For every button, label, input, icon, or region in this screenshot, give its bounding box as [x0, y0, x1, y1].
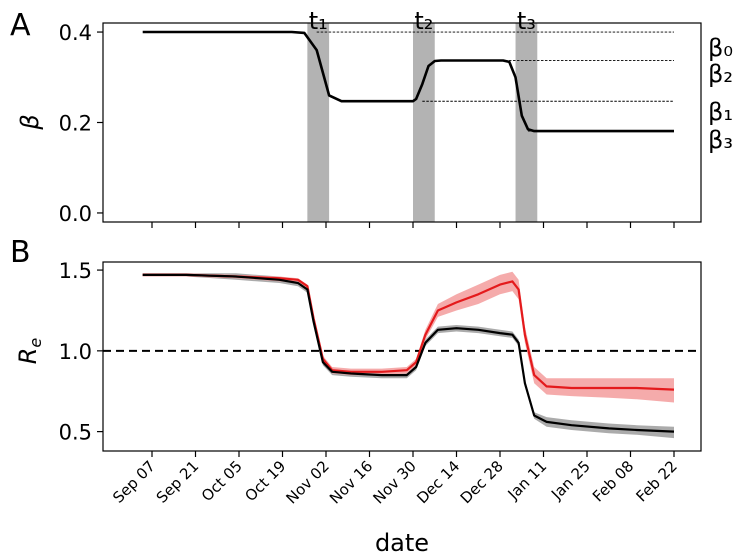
panel-a-y-ticks: 0.0 0.2 0.4	[59, 21, 103, 226]
x-tick-label: Nov 30	[370, 457, 420, 507]
beta-series	[142, 30, 674, 133]
panel-b-letter: B	[10, 235, 31, 270]
x-tick-label: Oct 19	[241, 457, 289, 505]
y-tick-label: 0.0	[59, 202, 92, 226]
uncertainty-bands	[142, 271, 674, 439]
reference-line-label: β₂	[708, 60, 733, 88]
y-tick-label: 1.5	[59, 259, 92, 283]
reference-lines	[316, 31, 674, 132]
panel-a-letter: A	[10, 8, 31, 43]
x-tick-label: Feb 22	[632, 457, 680, 505]
panel-a-y-label: β	[16, 114, 44, 130]
reference-line-label: β₃	[708, 126, 733, 154]
y-tick-label: 0.5	[59, 421, 92, 445]
x-tick-label: Sep 21	[153, 457, 203, 507]
change-point-band-3	[515, 23, 538, 222]
x-tick-label: Dec 28	[457, 457, 507, 507]
change-point-label: t₁	[309, 7, 328, 35]
re-line	[142, 273, 675, 391]
panel-a-x-ticks	[151, 222, 675, 228]
x-tick-label: Nov 02	[283, 457, 333, 507]
change-point-labels: t₁ t₂ t₃	[309, 7, 536, 35]
change-point-band-2	[413, 23, 435, 222]
reference-line-label: β₁	[708, 98, 733, 126]
panel-b-y-ticks: 0.5 1.0 1.5	[59, 259, 103, 445]
reference-line-label: β₀	[708, 34, 733, 62]
y-tick-label: 1.0	[59, 340, 92, 364]
re-line	[142, 273, 675, 433]
x-tick-label: Sep 07	[109, 457, 159, 507]
x-tick-label: Jan 25	[547, 457, 594, 504]
panel-b-frame	[102, 261, 702, 452]
x-tick-label: Feb 08	[589, 457, 637, 505]
panel-a-frame	[102, 22, 702, 223]
re-series	[142, 273, 675, 433]
change-point-label: t₂	[414, 7, 433, 35]
y-tick-label: 0.2	[59, 112, 92, 136]
beta-line	[142, 30, 674, 133]
x-tick-label: Dec 14	[413, 457, 463, 507]
change-point-label: t₃	[517, 7, 536, 35]
panel-b-y-label: Re	[14, 338, 45, 365]
uncertainty-band	[142, 273, 674, 439]
change-point-bands	[307, 23, 538, 222]
x-tick-label: Jan 11	[504, 457, 551, 504]
y-tick-label: 0.4	[59, 21, 92, 45]
x-tick-label: Nov 16	[326, 457, 376, 507]
panel-b-x-label: date	[375, 529, 429, 557]
uncertainty-band	[142, 271, 674, 403]
x-tick-label: Oct 05	[198, 457, 246, 505]
